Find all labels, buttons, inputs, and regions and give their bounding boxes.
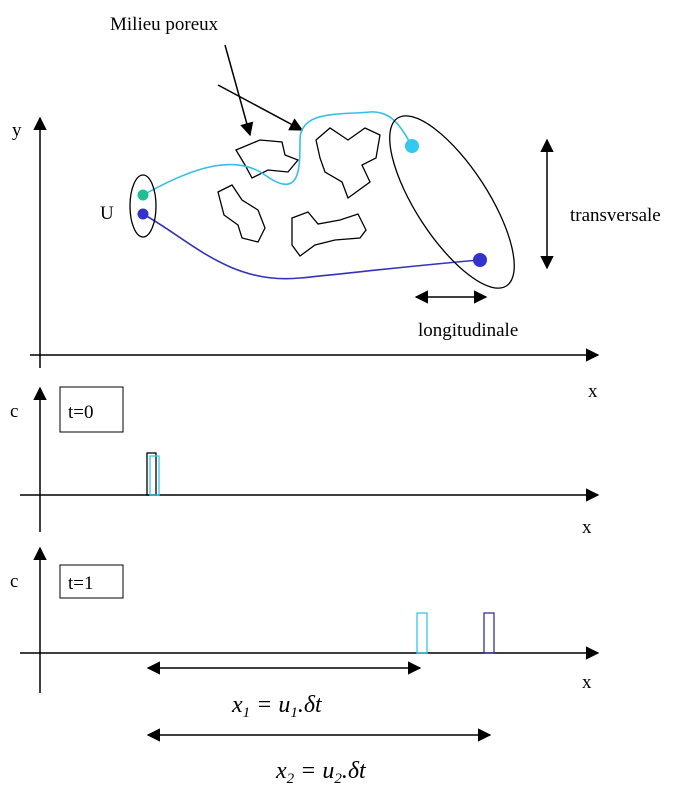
formula-part: .δt <box>342 758 367 784</box>
x-label: x <box>582 517 592 538</box>
grain <box>235 139 300 179</box>
time-label: t=1 <box>68 573 94 594</box>
plume-ellipse <box>389 115 515 289</box>
pulse <box>483 612 495 654</box>
x-label: x <box>588 381 598 402</box>
formula-part: = <box>256 692 272 718</box>
grain <box>315 127 381 200</box>
source-ellipse <box>129 174 157 238</box>
c-label: c <box>10 571 18 592</box>
pointer-arrow <box>224 44 254 137</box>
grain <box>291 211 367 257</box>
transverse-label: transversale <box>570 205 661 226</box>
formula-part: 1 <box>243 705 251 721</box>
title: Milieu poreux <box>110 14 219 35</box>
formula-part: x <box>275 758 287 784</box>
pulse <box>416 612 428 654</box>
formula-part: 2 <box>334 771 342 787</box>
fast-path <box>142 111 413 196</box>
time-box <box>59 564 124 599</box>
formula: x1 = u1.δt <box>231 692 323 721</box>
formula-part: = <box>300 758 316 784</box>
formula-part: 2 <box>287 771 295 787</box>
longitudinal-label: longitudinale <box>418 320 518 341</box>
formula-part: u <box>278 692 290 718</box>
particle <box>137 208 149 220</box>
particle <box>405 139 419 153</box>
slow-path <box>142 213 481 280</box>
c-label: c <box>10 401 18 422</box>
pulse <box>149 455 160 496</box>
source-label: U <box>100 203 114 224</box>
formula-part: u <box>322 758 334 784</box>
y-label: y <box>12 120 22 141</box>
particle <box>137 189 149 201</box>
pulse <box>146 452 157 496</box>
grain <box>217 184 266 243</box>
pointer-arrow <box>217 84 304 131</box>
formula-part: 1 <box>290 705 298 721</box>
time-label: t=0 <box>68 402 94 423</box>
formula: x2 = u2.δt <box>275 758 367 787</box>
particle <box>473 253 487 267</box>
formula-part: x <box>231 692 243 718</box>
x-label: x <box>582 672 592 693</box>
time-box <box>59 386 124 433</box>
formula-part: .δt <box>298 692 323 718</box>
